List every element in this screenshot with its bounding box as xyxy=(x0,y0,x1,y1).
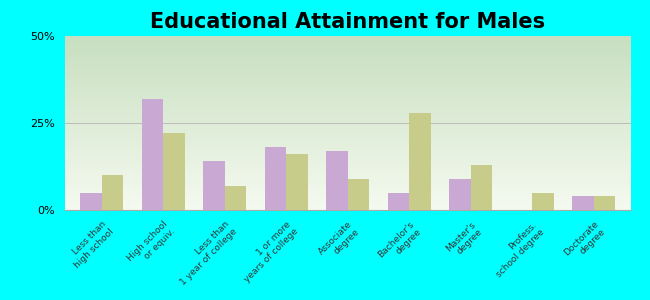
Bar xyxy=(326,151,348,210)
Bar xyxy=(572,196,593,210)
Bar xyxy=(81,193,102,210)
Bar xyxy=(225,186,246,210)
Bar xyxy=(142,99,163,210)
Bar xyxy=(348,179,369,210)
Bar xyxy=(265,147,286,210)
Bar xyxy=(593,196,615,210)
Bar xyxy=(102,175,124,210)
Bar xyxy=(532,193,554,210)
Bar xyxy=(410,112,431,210)
Legend: Pierce, Colorado: Pierce, Colorado xyxy=(256,299,439,300)
Bar xyxy=(286,154,308,210)
Bar xyxy=(449,179,471,210)
Bar xyxy=(203,161,225,210)
Bar xyxy=(387,193,410,210)
Title: Educational Attainment for Males: Educational Attainment for Males xyxy=(150,12,545,32)
Bar xyxy=(163,134,185,210)
Bar xyxy=(471,165,492,210)
